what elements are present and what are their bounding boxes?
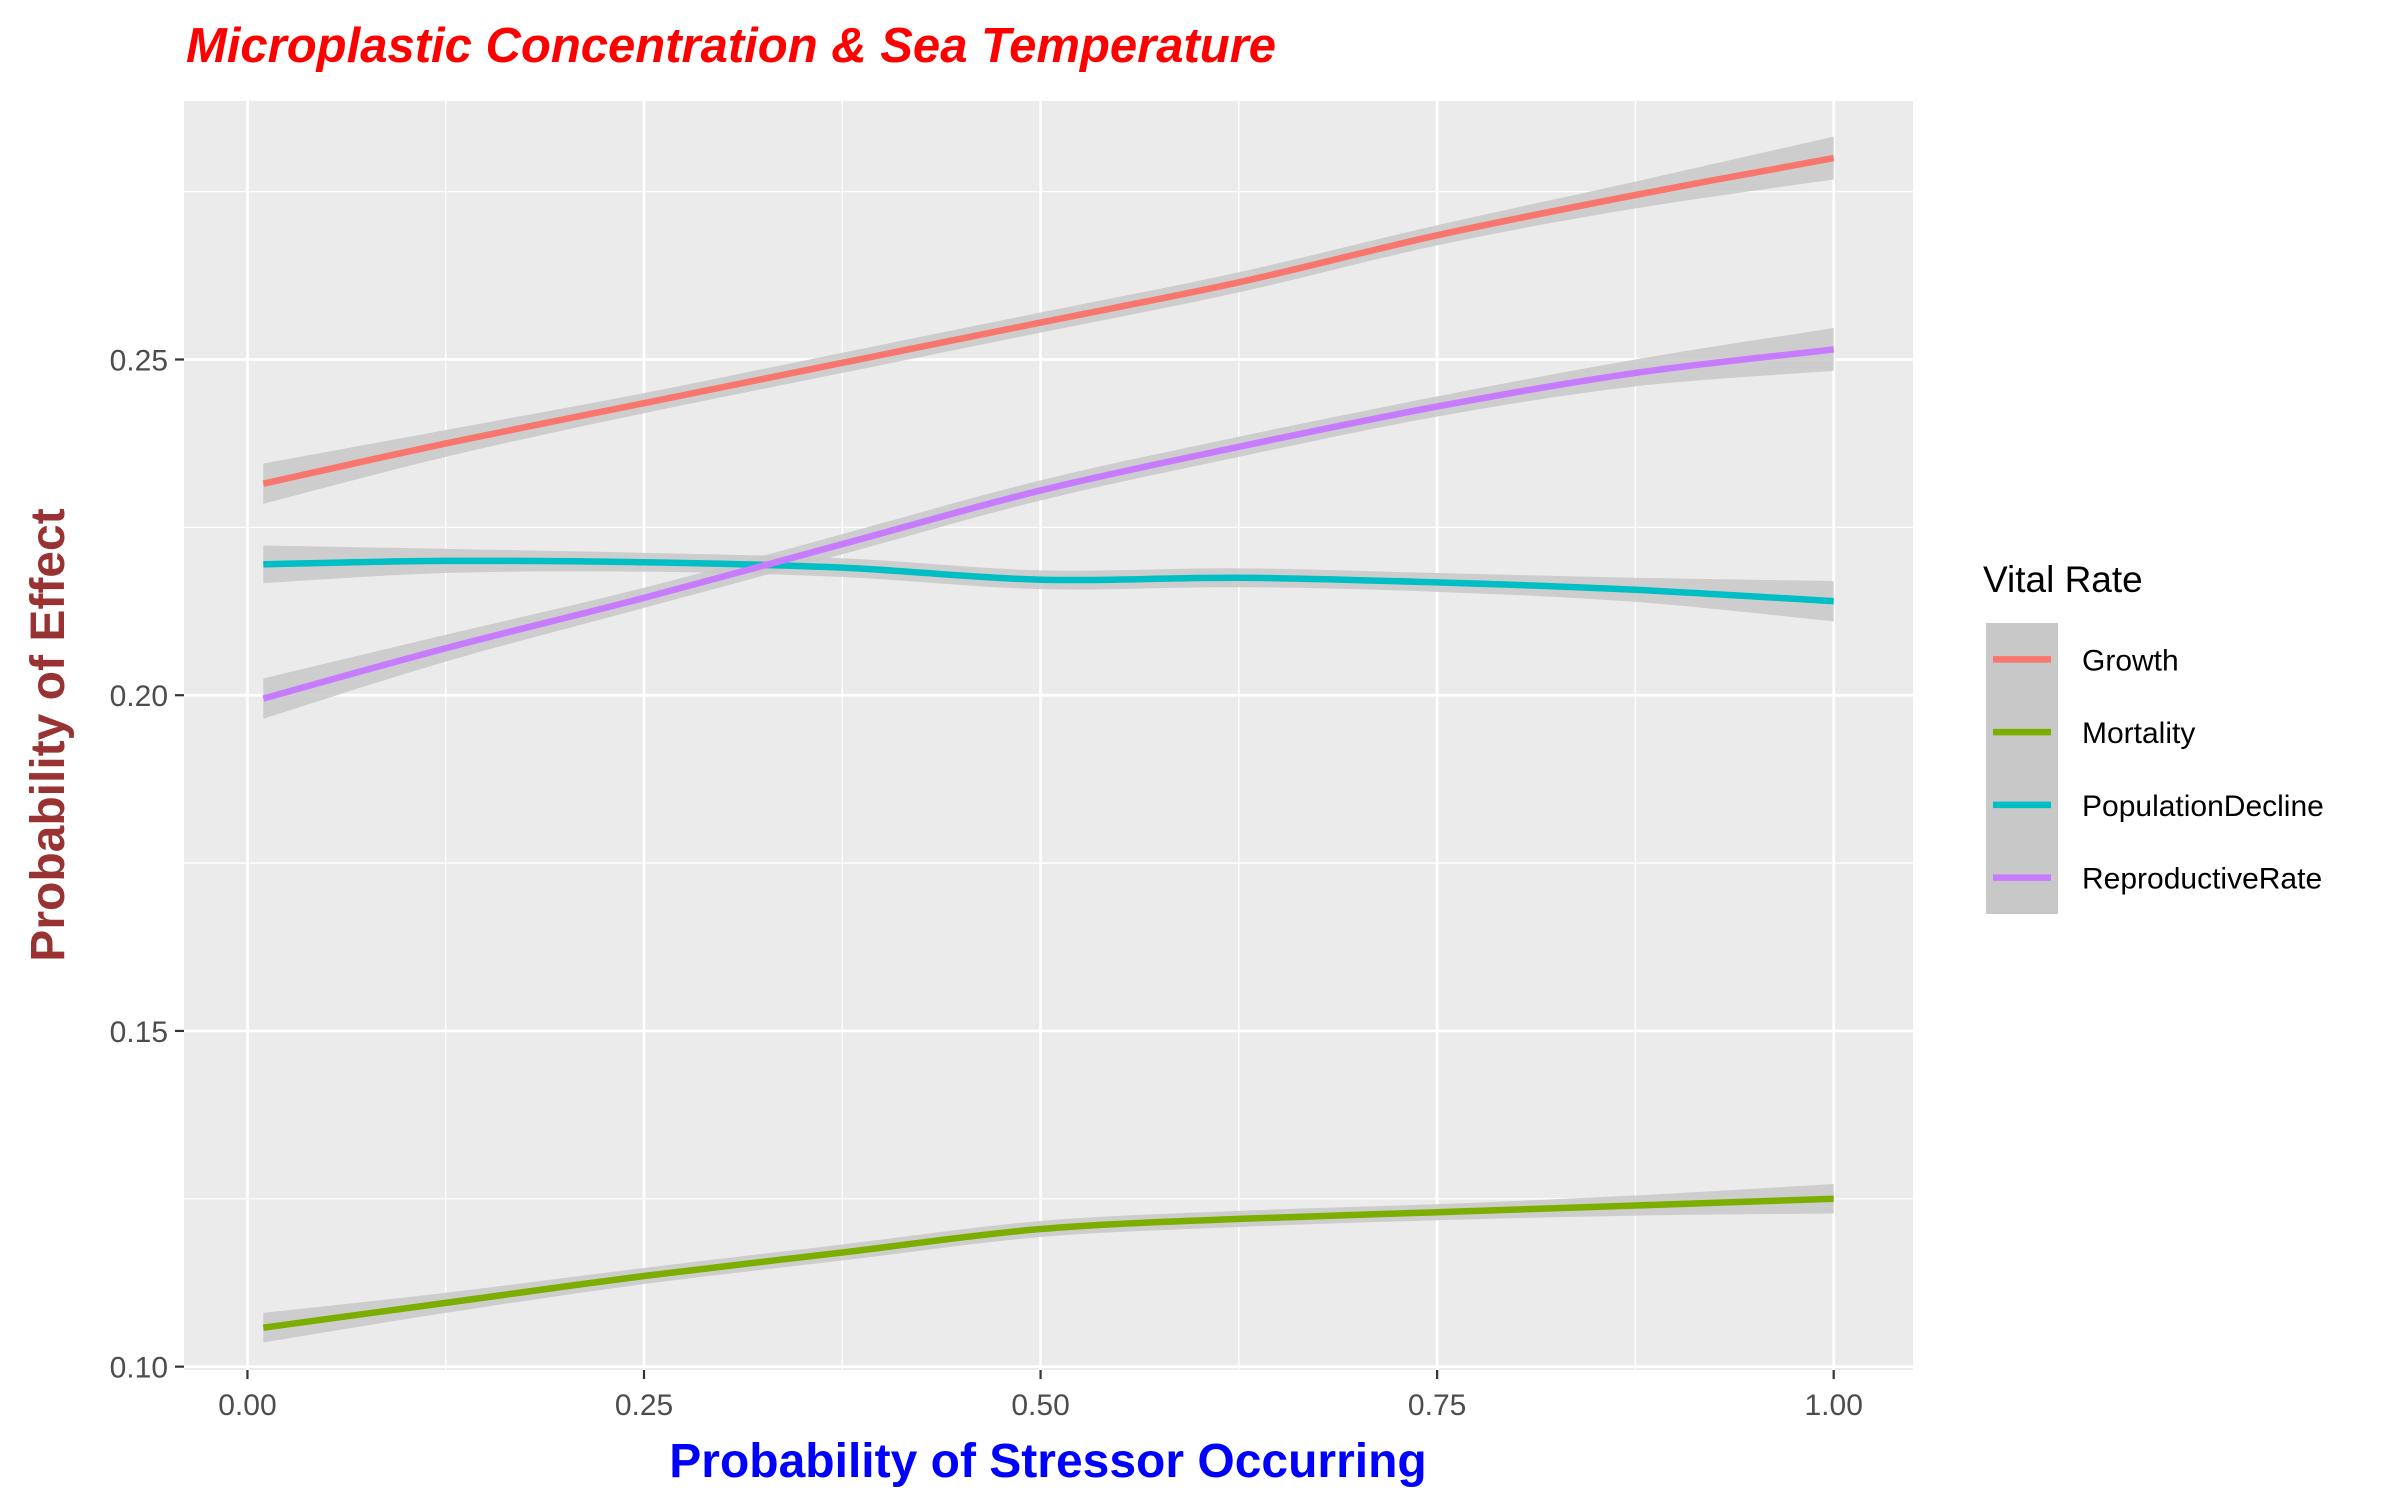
y-axis-title: Probability of Effect (22, 508, 75, 961)
chart-title: Microplastic Concentration & Sea Tempera… (186, 19, 1276, 73)
x-tick-label: 0.00 (218, 1389, 276, 1422)
x-tick-label: 0.50 (1011, 1389, 1069, 1422)
x-axis-title: Probability of Stressor Occurring (669, 1435, 1427, 1488)
x-tick-label: 0.25 (615, 1389, 673, 1422)
y-tick-label: 0.25 (110, 345, 168, 378)
legend-key-background (1986, 623, 2058, 914)
legend: Vital Rate Growth Mortality PopulationDecl… (1983, 559, 2324, 914)
series-line (262, 154, 1835, 487)
confidence-band (263, 1184, 1834, 1343)
legend-title: Vital Rate (1983, 559, 2143, 600)
series-line (262, 1195, 1834, 1331)
legend-label: ReproductiveRate (2082, 863, 2322, 896)
legend-label: Mortality (2082, 717, 2195, 750)
y-tick-label: 0.20 (110, 680, 168, 713)
series-line (263, 557, 1834, 605)
legend-items: Growth Mortality PopulationDecline Reproduc… (1993, 644, 2324, 896)
legend-label: PopulationDecline (2082, 790, 2324, 823)
series-lines (262, 154, 1835, 1331)
y-tick-label: 0.15 (110, 1016, 168, 1049)
x-tick-label: 0.75 (1408, 1389, 1466, 1422)
y-tick-label: 0.10 (110, 1352, 168, 1385)
series-line (262, 346, 1835, 702)
axes: 0.00 0.25 0.50 0.75 1.00 0.10 0.15 0.20 0.25 (110, 345, 1863, 1423)
legend-label: Growth (2082, 644, 2179, 677)
plot-panel (184, 101, 1913, 1370)
x-tick-label: 1.00 (1804, 1389, 1862, 1422)
